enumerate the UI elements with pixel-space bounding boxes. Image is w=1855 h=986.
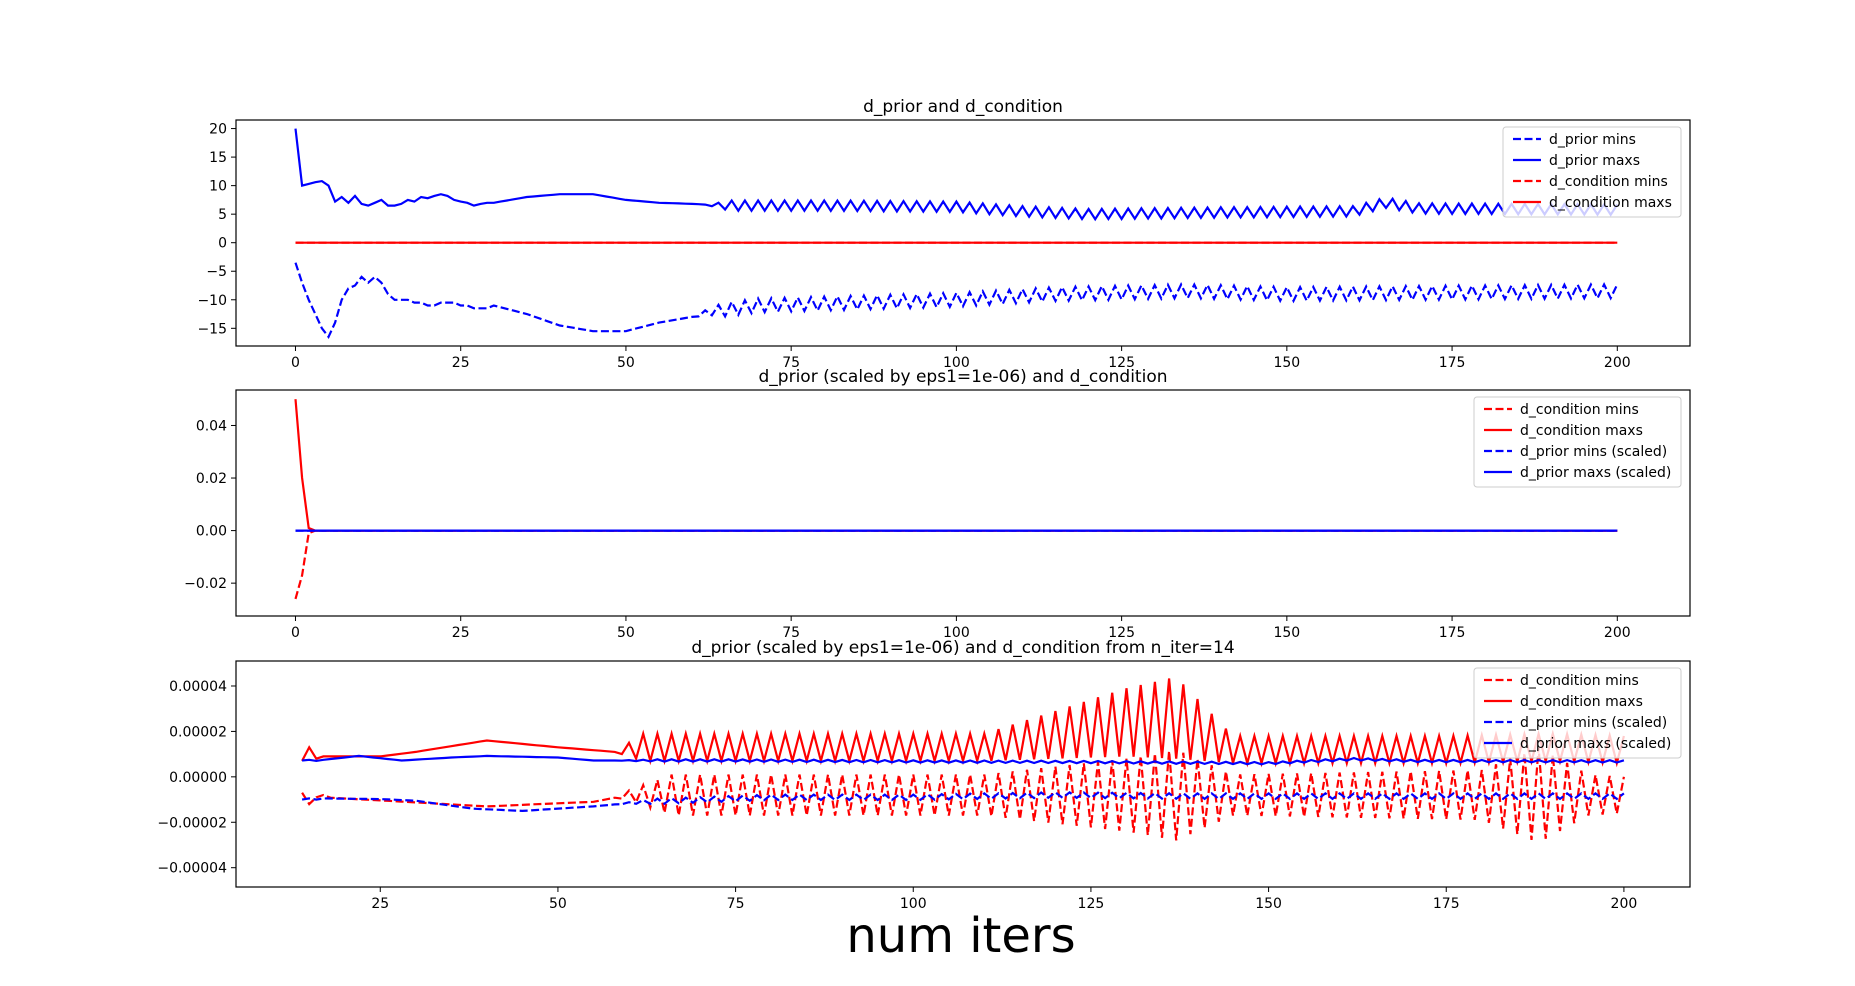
y-tick-label: 0.02: [196, 471, 227, 487]
x-tick-label: 0: [291, 355, 300, 371]
legend-label: d_condition mins: [1549, 174, 1668, 190]
series-group: [294, 128, 1619, 340]
x-tick-label: 100: [943, 625, 970, 641]
legend: d_condition mins d_condition maxs d_prior …: [1473, 667, 1682, 759]
legend-label: d_condition maxs: [1520, 694, 1643, 710]
x-tick-label: 75: [782, 355, 800, 371]
x-tick-label: 150: [1273, 355, 1300, 371]
y-tick-label: −10: [197, 293, 227, 309]
x-tick-label: 200: [1604, 355, 1631, 371]
y-tick-label: 0: [218, 236, 227, 252]
x-axis-label: num iters: [846, 908, 1075, 964]
chart-title: d_prior (scaled by eps1=1e-06) and d_con…: [759, 367, 1168, 387]
x-tick-label: 125: [1078, 896, 1105, 912]
x-tick-label: 125: [1108, 625, 1135, 641]
legend-label: d_prior mins: [1549, 132, 1636, 148]
y-tick-label: 20: [209, 122, 227, 138]
series-group: [301, 678, 1625, 841]
y-tick-label: 0.00: [196, 524, 227, 540]
x-tick-label: 175: [1439, 625, 1466, 641]
y-tick-label: −15: [197, 321, 227, 337]
x-tick-label: 0: [291, 625, 300, 641]
y-tick-label: 0.00000: [169, 770, 227, 786]
legend-label: d_prior maxs: [1549, 153, 1640, 169]
y-tick-label: 0.04: [196, 418, 227, 434]
x-tick-label: 75: [727, 896, 745, 912]
legend-label: d_prior mins (scaled): [1520, 715, 1667, 731]
x-tick-label: 200: [1604, 625, 1631, 641]
legend-label: d_condition maxs: [1520, 423, 1643, 439]
x-tick-label: 50: [549, 896, 567, 912]
x-tick-label: 50: [617, 355, 635, 371]
y-tick-label: 5: [218, 207, 227, 223]
legend-label: d_prior mins (scaled): [1520, 444, 1667, 460]
x-tick-label: 150: [1255, 896, 1282, 912]
y-tick-label: −0.00004: [157, 861, 227, 877]
y-tick-label: −0.02: [184, 576, 227, 592]
legend: d_prior mins d_prior maxs d_condition mins…: [1502, 126, 1682, 218]
series-line-d-prior-mins-scaled-: [301, 790, 1625, 813]
legend-label: d_prior maxs (scaled): [1520, 465, 1671, 481]
series-line-d-prior-mins: [294, 262, 1619, 340]
x-tick-label: 175: [1433, 896, 1460, 912]
axes-frame: [235, 389, 1691, 617]
y-tick-label: 0.00002: [169, 724, 227, 740]
x-tick-label: 50: [617, 625, 635, 641]
y-tick-label: 0.00004: [169, 679, 227, 695]
x-tick-label: 125: [1108, 355, 1135, 371]
y-tick-label: −0.00002: [157, 815, 227, 831]
x-tick-label: 100: [943, 355, 970, 371]
series-line-d-condition-maxs: [294, 399, 1618, 532]
x-tick-label: 25: [452, 625, 470, 641]
chart-panel-2: d_prior (scaled by eps1=1e-06) and d_con…: [184, 367, 1691, 641]
x-tick-label: 100: [900, 896, 927, 912]
series-line-d-condition-mins: [301, 747, 1625, 841]
y-tick-label: 15: [209, 150, 227, 166]
x-tick-label: 25: [452, 355, 470, 371]
axes-frame: [235, 660, 1691, 888]
axes-frame: [235, 119, 1691, 347]
series-line-d-condition-mins: [294, 529, 1618, 600]
x-tick-label: 175: [1439, 355, 1466, 371]
y-tick-label: 10: [209, 179, 227, 195]
x-tick-label: 150: [1273, 625, 1300, 641]
series-line-d-condition-maxs: [301, 678, 1625, 768]
series-line-d-prior-maxs-scaled-: [301, 754, 1625, 766]
x-tick-label: 75: [782, 625, 800, 641]
legend-label: d_condition mins: [1520, 673, 1639, 689]
series-line-d-prior-maxs: [294, 128, 1619, 222]
chart-title: d_prior (scaled by eps1=1e-06) and d_con…: [691, 638, 1234, 658]
series-group: [294, 399, 1618, 600]
y-tick-label: −5: [206, 264, 227, 280]
chart-title: d_prior and d_condition: [863, 97, 1063, 117]
legend-label: d_condition maxs: [1549, 195, 1672, 211]
x-tick-label: 200: [1611, 896, 1638, 912]
chart-panel-3: d_prior (scaled by eps1=1e-06) and d_con…: [157, 638, 1691, 912]
legend: d_condition mins d_condition maxs d_prior …: [1473, 396, 1682, 488]
legend-label: d_prior maxs (scaled): [1520, 736, 1671, 752]
legend-label: d_condition mins: [1520, 402, 1639, 418]
x-tick-label: 25: [371, 896, 389, 912]
